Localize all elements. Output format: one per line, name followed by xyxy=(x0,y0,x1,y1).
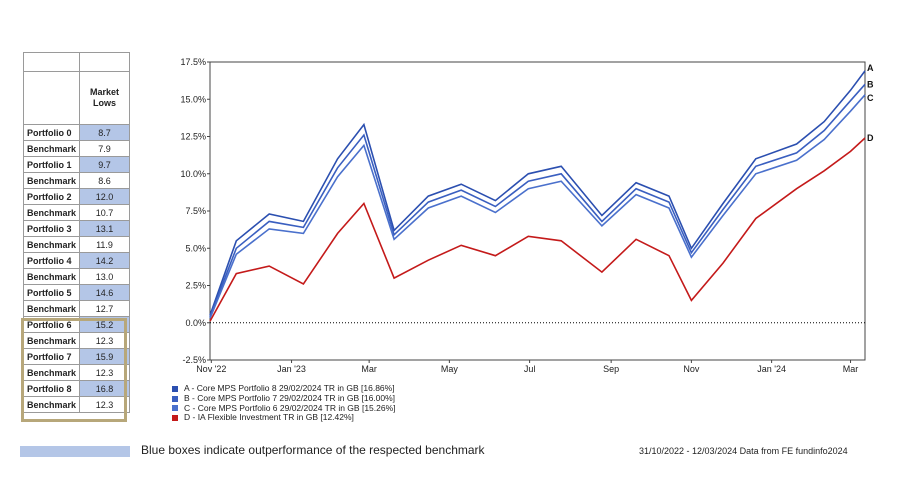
table-row: Benchmark 12.7 xyxy=(22,300,131,317)
legend-item: D - IA Flexible Investment TR in GB [12.… xyxy=(172,413,396,423)
x-tick-label: May xyxy=(441,364,459,374)
table-row: Portfolio 5 14.6 xyxy=(22,284,131,301)
table-row: Portfolio 1 9.7 xyxy=(22,156,131,173)
legend-swatch xyxy=(172,415,178,422)
table-row: Benchmark 11.9 xyxy=(22,236,131,253)
table-row: Benchmark 7.9 xyxy=(22,140,131,157)
y-tick-label: 12.5% xyxy=(180,132,206,142)
legend-label: A - Core MPS Portfolio 8 29/02/2024 TR i… xyxy=(184,383,395,393)
note-swatch xyxy=(20,446,130,457)
table-row: Benchmark 12.3 xyxy=(22,364,131,381)
row-label: Benchmark xyxy=(22,396,81,413)
row-value: 12.3 xyxy=(79,396,131,413)
table-row: Portfolio 3 13.1 xyxy=(22,220,131,237)
row-value: 12.7 xyxy=(79,300,131,317)
note-text: Blue boxes indicate outperformance of th… xyxy=(141,443,485,457)
table-header-top-cell xyxy=(79,52,131,72)
series-end-label: B xyxy=(867,79,874,89)
performance-chart: -2.5% 0.0% 2.5% 5.0% 7.5% 10.0% 12.5% 15.0% 17.5… xyxy=(180,57,874,374)
table-row: Benchmark 12.3 xyxy=(22,396,131,413)
row-label: Benchmark xyxy=(22,236,81,253)
row-label: Portfolio 5 xyxy=(22,284,81,301)
table-row: Benchmark 8.6 xyxy=(22,172,131,189)
x-tick-label: Sep xyxy=(603,364,619,374)
row-value: 12.0 xyxy=(79,188,131,205)
table-row: Benchmark 13.0 xyxy=(22,268,131,285)
market-lows-table: Market Lows Portfolio 0 8.7 Benchmark 7.9 Po… xyxy=(22,52,131,413)
x-tick-label: Jan '24 xyxy=(757,364,786,374)
series-end-label: A xyxy=(867,63,874,73)
row-value: 9.7 xyxy=(79,156,131,173)
series-line xyxy=(209,70,866,316)
series-line xyxy=(209,83,866,318)
y-tick-label: 0.0% xyxy=(185,318,206,328)
table-row: Portfolio 4 14.2 xyxy=(22,252,131,269)
row-label: Benchmark xyxy=(22,268,81,285)
table-row: Portfolio 0 8.7 xyxy=(22,124,131,141)
market-lows-header: Market Lows xyxy=(79,71,131,125)
legend-item: A - Core MPS Portfolio 8 29/02/2024 TR i… xyxy=(172,383,396,394)
y-tick-label: 15.0% xyxy=(180,94,206,104)
row-label: Benchmark xyxy=(22,172,81,189)
legend-item: C - Core MPS Portfolio 6 29/02/2024 TR i… xyxy=(172,402,396,414)
row-label: Portfolio 0 xyxy=(22,124,81,141)
legend-item: B - Core MPS Portfolio 7 29/02/2024 TR i… xyxy=(172,392,396,404)
legend-label: C - Core MPS Portfolio 6 29/02/2024 TR i… xyxy=(184,402,396,413)
row-value: 8.6 xyxy=(79,172,131,189)
row-value: 13.1 xyxy=(79,220,131,237)
x-tick-label: Jan '23 xyxy=(277,364,306,374)
row-value: 15.9 xyxy=(79,348,131,365)
series-line xyxy=(209,94,866,319)
row-label: Portfolio 4 xyxy=(22,252,81,269)
legend-swatch xyxy=(172,405,178,412)
table-header-blank xyxy=(22,71,81,125)
legend-label: D - IA Flexible Investment TR in GB [12.… xyxy=(184,412,354,423)
row-label: Benchmark xyxy=(22,204,81,221)
row-value: 14.2 xyxy=(79,252,131,269)
x-tick-label: Jul xyxy=(524,364,536,374)
series-line xyxy=(209,137,866,322)
legend-swatch xyxy=(172,395,178,402)
x-tick-label: Nov '22 xyxy=(196,364,226,374)
y-tick-label: 2.5% xyxy=(185,281,206,291)
table-corner-cell xyxy=(22,52,81,72)
x-tick-label: Nov xyxy=(683,364,700,374)
chart-legend: A - Core MPS Portfolio 8 29/02/2024 TR i… xyxy=(172,383,396,423)
row-label: Portfolio 2 xyxy=(22,188,81,205)
row-value: 13.0 xyxy=(79,268,131,285)
y-tick-label: 10.0% xyxy=(180,169,206,179)
legend-label: B - Core MPS Portfolio 7 29/02/2024 TR i… xyxy=(184,392,396,403)
x-tick-label: Mar xyxy=(361,364,377,374)
row-value: 16.8 xyxy=(79,380,131,397)
row-label: Benchmark xyxy=(22,140,81,157)
y-tick-label: 7.5% xyxy=(185,206,206,216)
y-tick-label: -2.5% xyxy=(182,355,206,365)
table-row: Portfolio 2 12.0 xyxy=(22,188,131,205)
row-value: 7.9 xyxy=(79,140,131,157)
y-tick-label: 17.5% xyxy=(180,57,206,67)
series-end-label: D xyxy=(867,133,874,143)
row-value: 14.6 xyxy=(79,284,131,301)
y-tick-label: 5.0% xyxy=(185,243,206,253)
row-label: Portfolio 3 xyxy=(22,220,81,237)
highlight-border xyxy=(21,318,127,422)
series-end-label: C xyxy=(867,93,874,103)
row-value: 11.9 xyxy=(79,236,131,253)
table-row: Benchmark 10.7 xyxy=(22,204,131,221)
source-text: 31/10/2022 - 12/03/2024 Data from FE fun… xyxy=(639,446,848,456)
row-label: Benchmark xyxy=(22,300,81,317)
row-value: 10.7 xyxy=(79,204,131,221)
row-value: 8.7 xyxy=(79,124,131,141)
legend-swatch xyxy=(172,385,178,392)
table-row: Portfolio 8 16.8 xyxy=(22,380,131,397)
table-row: Benchmark 12.3 xyxy=(22,332,131,349)
x-tick-label: Mar xyxy=(843,364,859,374)
row-label: Portfolio 1 xyxy=(22,156,81,173)
